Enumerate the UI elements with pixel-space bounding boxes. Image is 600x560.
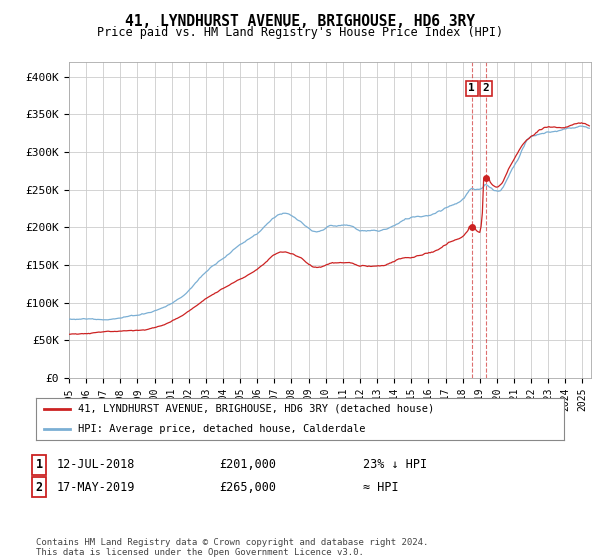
Text: 23% ↓ HPI: 23% ↓ HPI — [363, 458, 427, 472]
Text: 17-MAY-2019: 17-MAY-2019 — [57, 480, 136, 494]
Text: 2: 2 — [35, 480, 43, 494]
Text: 41, LYNDHURST AVENUE, BRIGHOUSE, HD6 3RY: 41, LYNDHURST AVENUE, BRIGHOUSE, HD6 3RY — [125, 14, 475, 29]
Text: HPI: Average price, detached house, Calderdale: HPI: Average price, detached house, Cald… — [78, 424, 366, 434]
Text: Contains HM Land Registry data © Crown copyright and database right 2024.
This d: Contains HM Land Registry data © Crown c… — [36, 538, 428, 557]
Text: Price paid vs. HM Land Registry's House Price Index (HPI): Price paid vs. HM Land Registry's House … — [97, 26, 503, 39]
Text: 1: 1 — [469, 83, 475, 94]
Text: 1: 1 — [35, 458, 43, 472]
Text: ≈ HPI: ≈ HPI — [363, 480, 398, 494]
Text: 2: 2 — [483, 83, 490, 94]
Text: 12-JUL-2018: 12-JUL-2018 — [57, 458, 136, 472]
Text: £201,000: £201,000 — [219, 458, 276, 472]
Text: 41, LYNDHURST AVENUE, BRIGHOUSE, HD6 3RY (detached house): 41, LYNDHURST AVENUE, BRIGHOUSE, HD6 3RY… — [78, 404, 434, 414]
Text: £265,000: £265,000 — [219, 480, 276, 494]
